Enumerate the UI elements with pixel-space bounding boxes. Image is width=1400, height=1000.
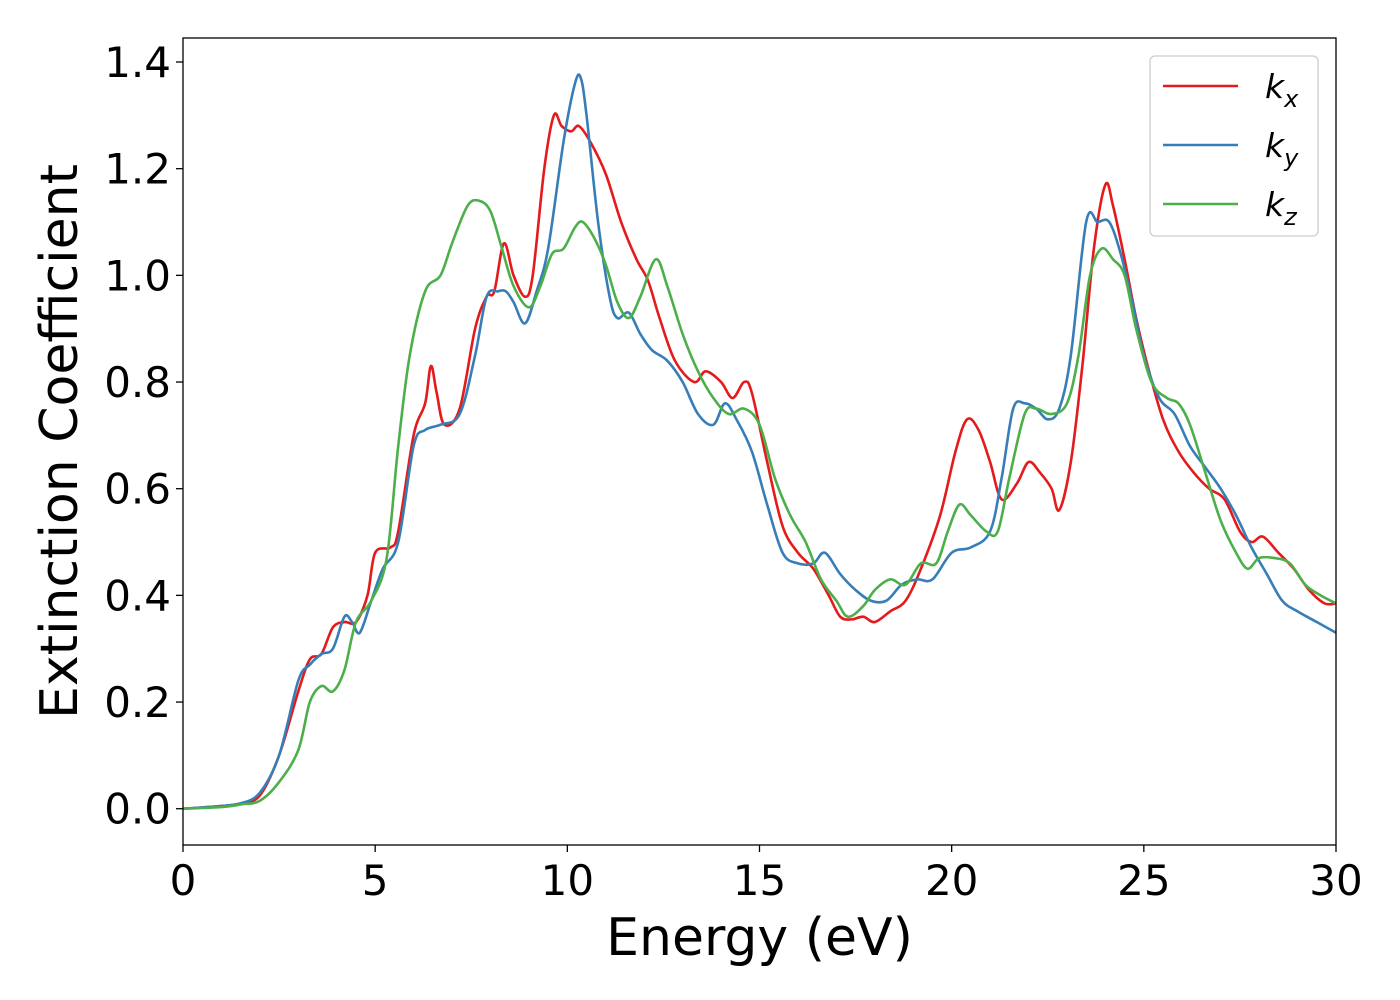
y-axis-label: Extinction Coefficient	[30, 164, 90, 719]
y-tick-label: 0.2	[104, 678, 171, 727]
series-line-k-y	[182, 73, 1337, 811]
x-axis-label: Energy (eV)	[606, 908, 913, 968]
y-tick-label: 0.6	[104, 465, 171, 514]
series-line-k-z	[182, 198, 1337, 811]
legend-label-x: kx	[1265, 67, 1299, 113]
x-tick-label: 30	[1309, 856, 1362, 905]
x-tick-label: 15	[733, 856, 786, 905]
x-axis-ticks: 0 5 10 15 20 25 30	[170, 845, 1363, 905]
y-tick-label: 0.0	[104, 785, 171, 834]
y-tick-label: 0.4	[104, 571, 171, 620]
y-axis-ticks: 0.0 0.2 0.4 0.6 0.8 1.0 1.2 1.4	[104, 38, 183, 834]
x-tick-label: 0	[170, 856, 197, 905]
legend-label-y: ky	[1265, 126, 1299, 172]
y-tick-label: 0.8	[104, 358, 171, 407]
series-lines	[182, 73, 1337, 811]
legend-label-z: kz	[1265, 185, 1298, 231]
y-tick-label: 1.4	[104, 38, 171, 87]
y-tick-label: 1.2	[104, 145, 171, 194]
x-tick-label: 25	[1117, 856, 1170, 905]
legend: kx ky kz	[1149, 55, 1319, 237]
x-tick-label: 20	[925, 856, 978, 905]
legend-items: kx ky kz	[1163, 67, 1299, 231]
series-line-k-x	[182, 112, 1337, 811]
x-tick-label: 5	[362, 856, 389, 905]
x-tick-label: 10	[541, 856, 594, 905]
y-tick-label: 1.0	[104, 251, 171, 300]
